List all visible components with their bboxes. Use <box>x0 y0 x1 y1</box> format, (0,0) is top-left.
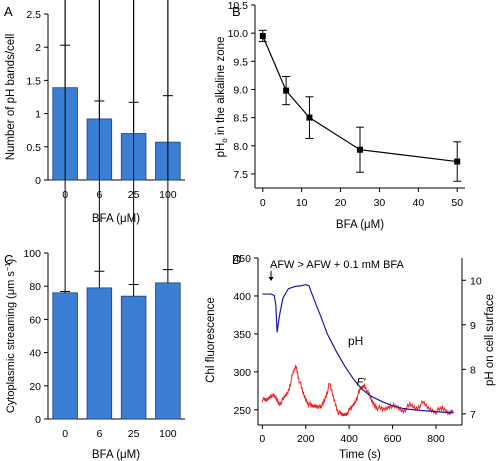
y-tick-label: 0 <box>35 175 41 187</box>
error-bar-100 <box>162 0 173 271</box>
panel-letter-c: C <box>4 252 13 267</box>
data-point <box>454 158 461 165</box>
y-axis-title: Number of pH bands/cell <box>5 34 17 161</box>
y-tick-label: 1.5 <box>26 75 41 87</box>
x-tick-label: 0 <box>259 433 265 445</box>
data-point <box>357 146 363 153</box>
y-tick-label-right: 8 <box>470 364 476 376</box>
x-tick-label: 20 <box>335 197 347 209</box>
y-tick-label: 2.5 <box>26 9 41 21</box>
y-tick-label-left: 450 <box>233 253 251 265</box>
x-tick-label-0: 0 <box>62 428 68 440</box>
x-tick-label: 600 <box>384 433 402 445</box>
y-axis-title-subscript: o <box>220 138 229 143</box>
x-tick-label-100: 100 <box>159 428 177 440</box>
y-tick-label: 2 <box>35 42 41 54</box>
y-axis-title-superscript: −1 <box>3 263 12 272</box>
y-axis-title-right: pH on cell surface <box>484 294 496 386</box>
y-axis-title-rest: in the alkaline zone <box>215 37 227 139</box>
panel-a: 00.511.522.50625100BFA (μM)Number of pH … <box>5 0 185 225</box>
bar-100 <box>155 282 181 420</box>
y-tick-label: 40 <box>29 348 41 360</box>
annotation-treatment: AFW > AFW + 0.1 mM BFA <box>270 259 405 271</box>
series-label-fluorescence: F′ <box>357 377 367 389</box>
series-label-ph: pH <box>348 334 363 348</box>
y-axis-title-left: Chl fluorescence <box>205 297 217 383</box>
y-tick-label-left: 300 <box>233 367 251 379</box>
bar-25 <box>120 295 147 420</box>
panel-letter-b: B <box>232 4 241 19</box>
treatment-arrow-head <box>268 277 274 281</box>
x-axis-title: Time (s) <box>339 449 381 461</box>
series-ph-line <box>262 284 454 414</box>
y-tick-label: 60 <box>29 314 41 326</box>
y-tick-label: 0.5 <box>26 142 41 154</box>
y-tick-label: 1 <box>35 109 41 121</box>
y-axis-title: pHo in the alkaline zone <box>215 37 229 158</box>
x-tick-label-6: 6 <box>96 428 102 440</box>
y-axis-title-main: Cytoplasmic streaming (μm s <box>5 271 17 414</box>
x-tick-label: 0 <box>260 197 266 209</box>
y-tick-label: 10.0 <box>228 28 249 40</box>
y-tick-label-left: 400 <box>233 291 251 303</box>
y-tick-label: 20 <box>29 381 41 393</box>
y-tick-label: 8.0 <box>233 141 248 153</box>
y-tick-label-left: 350 <box>233 329 251 341</box>
bar-0 <box>52 292 78 420</box>
y-tick-label: 8.5 <box>233 113 248 125</box>
y-tick-label-left: 250 <box>233 405 251 417</box>
x-tick-label: 40 <box>412 197 424 209</box>
x-axis-title: BFA (μM) <box>92 449 140 461</box>
y-tick-label: 100 <box>23 248 41 260</box>
x-tick-label: 400 <box>340 433 358 445</box>
y-tick-label: 0 <box>35 414 41 426</box>
y-tick-label: 9.0 <box>233 84 248 96</box>
panel-b: 7.5 8.0 8.5 9.0 9.5 10.0 10.5 0 10 20 30 40 50 BFA (μ… <box>215 0 465 231</box>
x-tick-label: 50 <box>451 197 463 209</box>
y-tick-label: 10.5 <box>228 0 249 12</box>
x-tick-label: 200 <box>297 433 315 445</box>
x-axis-title: BFA (μM) <box>336 219 384 231</box>
panel-letter-a: A <box>4 4 13 19</box>
bar-6 <box>86 287 113 420</box>
y-tick-label: 7.5 <box>233 169 248 181</box>
series-fluorescence-line <box>261 364 454 417</box>
y-tick-label-right: 7 <box>470 409 476 421</box>
panel-d: 250 300 350 400 450 7 8 9 10 0 200 400 600 800 AFW > A… <box>205 253 496 461</box>
x-tick-label: 800 <box>427 433 445 445</box>
data-point <box>283 87 290 94</box>
x-tick-label: 10 <box>296 197 308 209</box>
y-tick-label-right: 10 <box>470 275 482 287</box>
panel-letter-d: D <box>232 252 241 267</box>
y-tick-label: 80 <box>29 281 41 293</box>
x-tick-label: 30 <box>374 197 386 209</box>
y-tick-label: 9.5 <box>233 56 248 68</box>
data-point <box>259 32 266 39</box>
data-point <box>306 114 313 121</box>
y-axis-title-end: ) <box>5 259 17 263</box>
y-tick-label-right: 9 <box>470 320 476 332</box>
x-tick-label-25: 25 <box>128 428 140 440</box>
y-axis-title-main: pH <box>215 143 227 158</box>
y-axis-title: Cytoplasmic streaming (μm s−1) <box>3 259 17 413</box>
x-axis-title: BFA (μM) <box>92 213 140 225</box>
